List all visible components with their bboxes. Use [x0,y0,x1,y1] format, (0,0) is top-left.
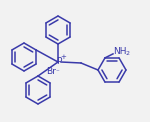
Text: NH: NH [113,47,127,56]
Text: Br: Br [46,67,56,76]
Text: +: + [61,54,66,60]
Text: ⁻: ⁻ [55,69,59,75]
Text: 2: 2 [126,51,130,56]
Text: P: P [56,56,62,66]
